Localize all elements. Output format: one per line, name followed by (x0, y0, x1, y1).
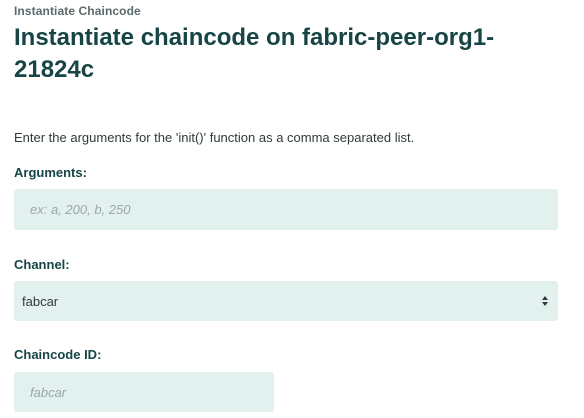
chaincode-id-input[interactable] (14, 372, 274, 412)
intro-text: Enter the arguments for the 'init()' fun… (14, 130, 415, 145)
channel-select[interactable]: fabcar (14, 281, 558, 321)
page-title: Instantiate chaincode on fabric-peer-org… (14, 24, 495, 83)
select-arrows-icon (540, 295, 550, 307)
breadcrumb: Instantiate Chaincode (14, 4, 141, 18)
channel-selected-value: fabcar (22, 293, 59, 309)
channel-label: Channel: (14, 257, 70, 272)
chaincode-id-label: Chaincode ID: (14, 347, 102, 362)
arguments-label: Arguments: (14, 165, 87, 180)
arguments-input[interactable] (14, 189, 558, 230)
